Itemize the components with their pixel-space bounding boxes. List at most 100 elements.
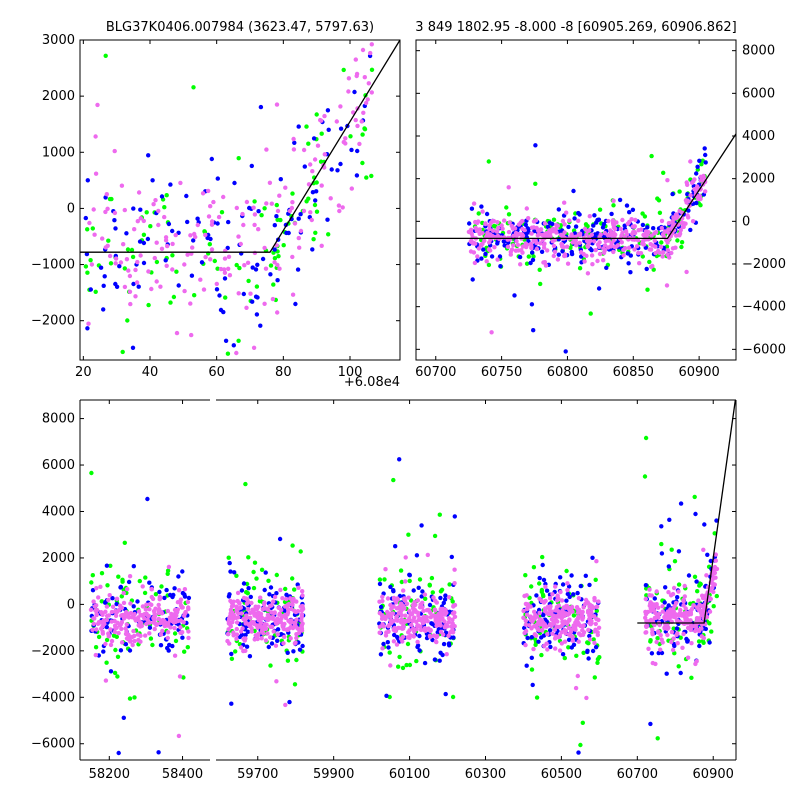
top-right-point-pink bbox=[611, 198, 616, 203]
bottom-point-pink bbox=[529, 626, 534, 631]
top-right-point-pink bbox=[635, 238, 641, 243]
bottom-point-pink bbox=[285, 607, 291, 612]
top-right-point-blue bbox=[596, 286, 602, 291]
bottom-point-pink bbox=[571, 623, 576, 628]
bottom-point-pink bbox=[128, 601, 133, 606]
top-left-point-pink bbox=[336, 203, 342, 208]
bottom-point-pink bbox=[106, 597, 111, 603]
top-right-point-green bbox=[675, 238, 680, 243]
top-left-point-blue bbox=[145, 236, 151, 242]
top-left-ytick-label: 0 bbox=[67, 201, 75, 216]
bottom-point-green bbox=[398, 568, 404, 573]
bottom-point-pink bbox=[278, 619, 283, 625]
top-right-point-pink bbox=[680, 224, 686, 229]
top-right-point-green bbox=[656, 198, 662, 203]
top-right-xtick-label: 60850 bbox=[613, 365, 654, 380]
top-left-point-blue bbox=[195, 216, 200, 221]
bottom-point-blue bbox=[664, 671, 669, 676]
bottom-frames bbox=[79, 399, 737, 761]
top-right-point-pink bbox=[684, 269, 689, 275]
bottom-point-pink bbox=[594, 604, 600, 609]
bottom-point-pink bbox=[543, 623, 548, 629]
bottom-point-pink bbox=[113, 626, 118, 631]
bottom-point-pink bbox=[647, 593, 652, 598]
top-left-point-green bbox=[364, 175, 369, 180]
top-right-point-green bbox=[647, 259, 652, 265]
bottom-point-blue bbox=[678, 670, 683, 676]
top-left-point-green bbox=[314, 112, 319, 117]
bottom-point-pink bbox=[581, 605, 586, 610]
top-right-point-blue bbox=[545, 224, 551, 230]
bottom-point-blue bbox=[104, 624, 110, 630]
bottom-point-pink bbox=[685, 625, 691, 631]
top-right-point-pink bbox=[468, 228, 474, 233]
bottom-point-pink bbox=[521, 608, 526, 614]
bottom-point-pink bbox=[159, 609, 164, 615]
top-left-point-blue bbox=[84, 251, 90, 257]
top-right-point-pink bbox=[482, 238, 487, 243]
bottom-point-pink bbox=[592, 595, 597, 601]
top-left-point-pink bbox=[208, 204, 213, 209]
top-right-point-pink bbox=[633, 217, 638, 223]
top-right-point-green bbox=[679, 244, 684, 250]
bottom-point-pink bbox=[239, 645, 244, 650]
bottom-point-pink bbox=[694, 616, 700, 621]
top-left-point-blue bbox=[83, 215, 89, 221]
top-left-point-blue bbox=[272, 247, 277, 252]
bottom-point-pink bbox=[653, 661, 658, 667]
bottom-point-pink bbox=[259, 636, 264, 641]
bottom-point-pink bbox=[122, 612, 127, 617]
top-right-point-pink bbox=[611, 230, 616, 236]
bottom-point-pink bbox=[398, 636, 404, 641]
bottom-point-green bbox=[714, 593, 719, 599]
bottom-point-blue bbox=[437, 658, 442, 663]
top-left-point-pink bbox=[236, 291, 241, 296]
top-left-point-blue bbox=[101, 307, 106, 312]
top-right-point-pink bbox=[488, 220, 494, 225]
top-right-point-green bbox=[537, 267, 542, 272]
bottom-point-pink bbox=[573, 685, 579, 691]
bottom-point-pink bbox=[234, 626, 239, 632]
bottom-point-pink bbox=[388, 614, 394, 620]
bottom-point-blue bbox=[277, 536, 283, 542]
top-right-point-pink bbox=[484, 259, 489, 264]
bottom-point-green bbox=[648, 639, 653, 644]
top-right-point-pink bbox=[488, 248, 493, 253]
bottom-point-pink bbox=[683, 606, 688, 611]
top-left-point-blue bbox=[214, 287, 220, 292]
bottom-point-pink bbox=[570, 638, 575, 643]
top-right-point-green bbox=[486, 159, 491, 164]
top-left-point-pink bbox=[149, 286, 154, 292]
top-left-point-pink bbox=[133, 267, 138, 273]
top-left-point-blue bbox=[85, 178, 91, 183]
top-right-point-pink bbox=[665, 252, 670, 257]
bottom-point-pink bbox=[410, 618, 415, 624]
bottom-point-blue bbox=[540, 562, 545, 568]
bottom-point-pink bbox=[271, 629, 276, 634]
top-right-title: 3 849 1802.95 -8.000 -8 [60905.269, 6090… bbox=[415, 20, 736, 35]
bottom-point-green bbox=[104, 660, 109, 665]
bottom-point-blue bbox=[386, 645, 391, 650]
top-right-point-pink bbox=[515, 242, 521, 248]
top-right-point-pink bbox=[550, 229, 556, 234]
top-left-point-pink bbox=[91, 207, 96, 212]
bottom-point-pink bbox=[687, 611, 692, 617]
bottom-point-pink bbox=[553, 615, 559, 620]
top-right-point-pink bbox=[652, 238, 657, 243]
bottom-point-pink bbox=[676, 589, 681, 594]
bottom-point-pink bbox=[298, 604, 303, 609]
bottom-point-blue bbox=[587, 633, 592, 639]
top-right-point-green bbox=[506, 212, 512, 217]
bottom-point-pink bbox=[235, 610, 241, 616]
top-right-point-pink bbox=[587, 228, 592, 233]
bottom-point-green bbox=[669, 547, 674, 552]
bottom-point-pink bbox=[282, 634, 287, 640]
bottom-point-pink bbox=[545, 647, 550, 652]
bottom-point-blue bbox=[414, 553, 420, 558]
bottom-point-pink bbox=[128, 610, 134, 616]
bottom-point-pink bbox=[656, 615, 661, 620]
bottom-point-green bbox=[597, 655, 602, 660]
top-right-point-pink bbox=[542, 260, 548, 265]
bottom-point-pink bbox=[258, 624, 263, 629]
bottom-point-pink bbox=[522, 593, 527, 599]
